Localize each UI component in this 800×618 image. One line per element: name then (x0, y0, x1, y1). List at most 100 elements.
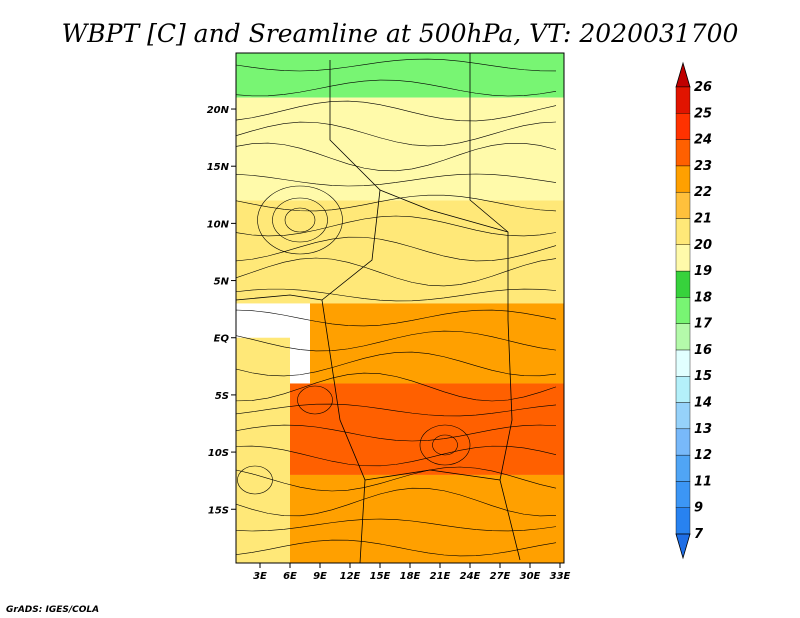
wbpt-region-1 (236, 97, 564, 201)
x-tick-label: 21E (430, 571, 451, 582)
colorbar: 7 9 11 12 13 14 15 16 17 18 19 20 21 22 23 24 25 26 (675, 61, 713, 560)
colorbar-label: 16 (694, 343, 712, 358)
wbpt-region-3 (310, 303, 564, 384)
colorbar-swatch (675, 244, 691, 272)
y-tick-label: 5N (214, 277, 230, 288)
x-tick-label: 15E (370, 571, 391, 582)
colorbar-upper-arrow (675, 61, 691, 88)
country-border (321, 60, 381, 564)
country-border (364, 469, 501, 481)
streamline (235, 100, 557, 122)
x-tick-label: 18E (400, 571, 421, 582)
streamline (235, 309, 557, 327)
streamline (235, 257, 557, 287)
colorbar-label: 18 (694, 290, 712, 305)
footer-credit: GrADS: IGES/COLA (6, 605, 99, 615)
wbpt-region-5 (290, 474, 564, 563)
colorbar-label: 12 (694, 448, 712, 463)
chart-title: WBPT [C] and Sreamline at 500hPa, VT: 20… (62, 19, 739, 48)
y-axis: 20N 15N 10N 5N EQ 5S 10S 15S (207, 105, 236, 516)
streamline-vortex (237, 465, 273, 495)
streamline (235, 173, 557, 187)
y-tick-label: 10N (207, 219, 230, 230)
streamline (235, 403, 557, 417)
y-tick-label: EQ (214, 334, 230, 345)
streamline (235, 194, 557, 212)
colorbar-swatch (675, 376, 691, 403)
colorbar-swatch (675, 349, 691, 377)
colorbar-label: 24 (694, 133, 712, 148)
x-tick-label: 27E (490, 571, 511, 582)
streamline (235, 142, 557, 172)
wbpt-region-0 (236, 53, 564, 98)
colorbar-swatch (675, 481, 691, 508)
colorbar-swatch (675, 428, 691, 456)
country-border (235, 294, 323, 301)
x-tick-label: 9E (313, 571, 327, 582)
colorbar-swatch (675, 165, 691, 193)
colorbar-label: 25 (694, 106, 712, 121)
colorbar-label: 9 (694, 501, 703, 516)
streamline-vortex (432, 434, 458, 456)
colorbar-swatch (675, 270, 691, 298)
x-tick-label: 6E (283, 571, 297, 582)
y-tick-label: 15N (207, 162, 230, 173)
streamline (235, 539, 557, 557)
streamline (235, 236, 557, 262)
colorbar-label: 13 (694, 422, 712, 437)
map-field (235, 52, 565, 564)
colorbar-label: 21 (694, 211, 712, 226)
colorbar-label: 19 (694, 264, 712, 279)
streamline (235, 215, 557, 237)
wbpt-shading (236, 53, 564, 563)
colorbar-swatch (675, 191, 691, 219)
streamline (235, 445, 557, 467)
country-borders (235, 53, 521, 564)
colorbar-swatch (675, 297, 691, 324)
streamline (235, 121, 557, 147)
colorbar-swatch (675, 507, 691, 535)
streamline-vortex (284, 207, 316, 233)
streamlines (235, 58, 557, 557)
colorbar-swatch (675, 323, 691, 351)
colorbar-swatch (675, 113, 691, 140)
colorbar-label: 22 (694, 185, 712, 200)
y-tick-label: 10S (208, 448, 229, 459)
colorbar-label: 20 (694, 238, 712, 253)
country-border (379, 189, 509, 233)
streamline (235, 424, 557, 442)
colorbar-label: 11 (694, 474, 712, 489)
y-tick-label: 15S (208, 505, 229, 516)
x-tick-label: 3E (253, 571, 267, 582)
streamline-vortex (257, 185, 343, 255)
y-tick-label: 5S (215, 391, 229, 402)
colorbar-swatch (675, 218, 691, 245)
colorbar-label: 23 (694, 159, 712, 174)
wbpt-region-2 (236, 200, 564, 304)
streamline (235, 58, 557, 72)
colorbar-swatch (675, 139, 691, 167)
colorbar-swatch (675, 402, 691, 430)
streamline-vortex (419, 424, 471, 466)
streamline (235, 79, 557, 97)
streamline (235, 351, 557, 377)
x-tick-label: 12E (340, 571, 361, 582)
streamline (235, 487, 557, 517)
colorbar-label: 14 (694, 396, 712, 411)
colorbar-label: 7 (694, 527, 704, 542)
streamline (235, 372, 557, 402)
colorbar-label: 17 (694, 317, 713, 332)
wbpt-region-6 (236, 337, 290, 563)
streamline (235, 330, 557, 352)
streamline (235, 466, 557, 492)
streamline (235, 288, 557, 302)
y-tick-label: 20N (207, 105, 230, 116)
streamline-vortex (297, 385, 333, 415)
x-tick-label: 30E (520, 571, 541, 582)
colorbar-swatch (675, 454, 691, 482)
streamline-vortex (272, 197, 328, 243)
x-tick-label: 33E (550, 571, 571, 582)
wbpt-region-4 (290, 383, 564, 475)
x-axis: 3E 6E 9E 12E 15E 18E 21E 24E 27E 30E 33E (253, 563, 571, 582)
